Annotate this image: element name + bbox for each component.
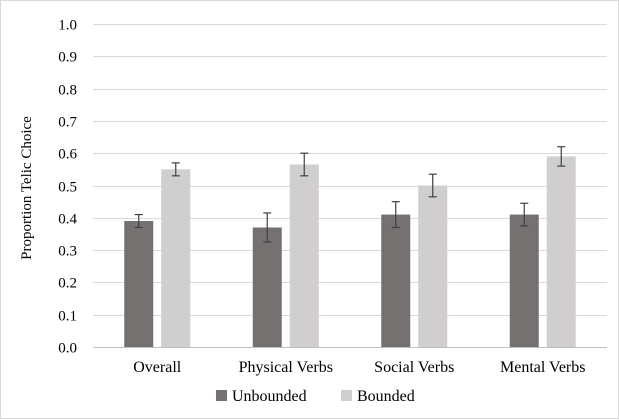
- y-tick-label: 0.1: [58, 309, 77, 325]
- error-bars: [134, 146, 566, 243]
- y-tick-label: 1.0: [58, 18, 77, 34]
- y-tick-label: 0.5: [58, 180, 77, 196]
- x-axis-ticks: Overall Physical Verbs Social Verbs Mental …: [133, 359, 585, 376]
- y-tick-label: 0.2: [58, 276, 77, 292]
- error-bar: [134, 213, 143, 229]
- bar-bounded-social-verbs: [418, 185, 448, 347]
- bar-unbounded-physical-verbs: [252, 227, 282, 347]
- error-bar: [391, 201, 400, 229]
- error-bar: [263, 212, 272, 243]
- y-tick-label: 0.3: [58, 244, 77, 260]
- y-axis-ticks: 0.0 0.1 0.2 0.3 0.4 0.5 0.6 0.7 0.8 0.9 1.0: [58, 18, 77, 357]
- error-bar: [428, 173, 437, 198]
- bar-unbounded-overall: [124, 221, 154, 347]
- legend-label-bounded: Bounded: [357, 388, 415, 405]
- y-tick-label: 0.4: [58, 212, 77, 228]
- legend-swatch-unbounded: [216, 390, 227, 401]
- legend: Unbounded Bounded: [216, 388, 415, 405]
- bar-unbounded-social-verbs: [381, 214, 411, 347]
- bar-bounded-mental-verbs: [546, 156, 576, 347]
- y-tick-label: 0.0: [58, 341, 77, 357]
- bar-bounded-physical-verbs: [289, 164, 319, 347]
- y-tick-label: 0.6: [58, 147, 77, 163]
- bar-unbounded-mental-verbs: [509, 214, 539, 347]
- x-tick-label: Social Verbs: [374, 359, 454, 376]
- x-tick-label: Mental Verbs: [500, 359, 585, 376]
- error-bar: [171, 162, 180, 177]
- bars: [124, 156, 576, 347]
- y-tick-label: 0.7: [58, 115, 77, 131]
- legend-label-unbounded: Unbounded: [232, 388, 307, 405]
- y-axis-title: Proportion Telic Choice: [19, 116, 35, 260]
- legend-swatch-bounded: [341, 390, 352, 401]
- error-bar: [300, 152, 309, 177]
- bar-bounded-overall: [161, 169, 191, 347]
- x-tick-label: Physical Verbs: [239, 359, 333, 376]
- error-bar: [520, 202, 529, 227]
- x-tick-label: Overall: [133, 359, 182, 376]
- y-tick-label: 0.8: [58, 83, 77, 99]
- error-bar: [557, 146, 566, 167]
- y-tick-label: 0.9: [58, 50, 77, 66]
